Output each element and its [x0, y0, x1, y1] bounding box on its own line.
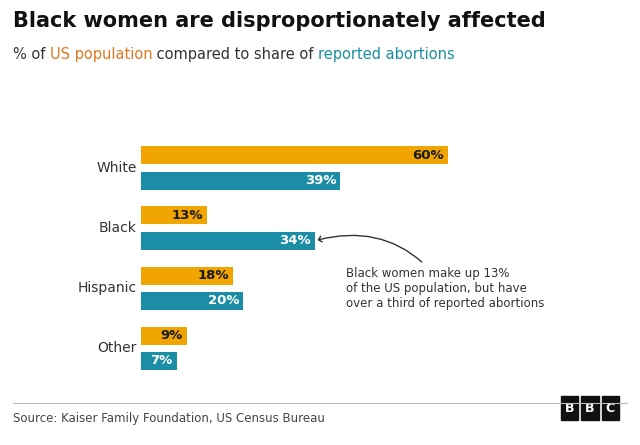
Text: Hispanic: Hispanic — [77, 281, 137, 295]
FancyBboxPatch shape — [581, 396, 598, 421]
Text: 20%: 20% — [207, 294, 239, 307]
Text: US population: US population — [50, 47, 152, 62]
Text: Black: Black — [99, 221, 137, 235]
Text: White: White — [97, 161, 137, 175]
Text: B: B — [565, 402, 574, 415]
Bar — [141, 267, 233, 284]
Text: 34%: 34% — [279, 234, 311, 247]
Bar — [141, 232, 315, 250]
Text: 60%: 60% — [412, 149, 444, 162]
Text: 13%: 13% — [172, 209, 204, 222]
Text: Other: Other — [97, 341, 137, 355]
Bar — [141, 206, 207, 224]
Text: % of: % of — [13, 47, 50, 62]
Text: Black women make up 13%
of the US population, but have
over a third of reported : Black women make up 13% of the US popula… — [319, 235, 544, 310]
Text: reported abortions: reported abortions — [319, 47, 455, 62]
Text: Black women are disproportionately affected: Black women are disproportionately affec… — [13, 11, 545, 31]
Text: 18%: 18% — [197, 269, 229, 282]
Text: compared to share of: compared to share of — [152, 47, 319, 62]
Text: 7%: 7% — [150, 354, 173, 367]
Text: 39%: 39% — [305, 174, 337, 187]
Bar — [141, 172, 340, 190]
Text: 9%: 9% — [161, 329, 183, 342]
Bar — [141, 146, 448, 165]
FancyBboxPatch shape — [561, 396, 579, 421]
Text: B: B — [585, 402, 595, 415]
Text: C: C — [605, 402, 615, 415]
Text: Source: Kaiser Family Foundation, US Census Bureau: Source: Kaiser Family Foundation, US Cen… — [13, 412, 324, 425]
Bar — [141, 352, 177, 370]
FancyBboxPatch shape — [602, 396, 619, 421]
Bar — [141, 292, 243, 310]
Bar — [141, 327, 187, 344]
